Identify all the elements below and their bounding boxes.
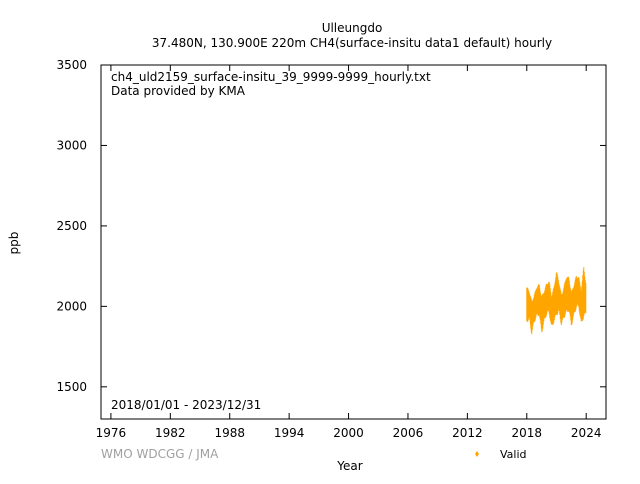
y-tick-label: 1500 — [56, 380, 87, 394]
y-axis-label: ppb — [7, 232, 21, 255]
x-tick-label: 2012 — [452, 426, 483, 440]
legend-label-valid: Valid — [500, 448, 527, 461]
annotation-provider: Data provided by KMA — [111, 84, 246, 98]
x-tick-label: 2018 — [512, 426, 543, 440]
data-points — [526, 267, 587, 335]
x-tick-label: 2000 — [333, 426, 364, 440]
plot-frame — [100, 64, 607, 420]
y-tick-label: 2500 — [56, 219, 87, 233]
x-tick-label: 1976 — [96, 426, 127, 440]
x-tick-label: 1982 — [155, 426, 186, 440]
y-tick-label: 3500 — [56, 58, 87, 72]
x-tick-label: 2024 — [571, 426, 602, 440]
x-axis-label: Year — [336, 459, 362, 473]
x-tick-label: 1994 — [274, 426, 305, 440]
x-tick-label: 1988 — [214, 426, 245, 440]
chart-subtitle: 37.480N, 130.900E 220m CH4(surface-insit… — [152, 36, 552, 50]
legend-marker-valid — [475, 451, 479, 457]
tick-labels: 1976 1982 1988 1994 2000 2006 2012 2018 2024 1500… — [56, 58, 601, 440]
annotation-filename: ch4_uld2159_surface-insitu_39_9999-9999_… — [111, 70, 431, 84]
chart-title: Ulleungdo — [322, 21, 383, 35]
legend: Valid — [475, 448, 527, 461]
y-tick-label: 2000 — [56, 299, 87, 313]
y-tick-label: 3000 — [56, 138, 87, 152]
credit-text: WMO WDCGG / JMA — [101, 447, 219, 461]
x-tick-label: 2006 — [393, 426, 424, 440]
tick-marks — [101, 64, 606, 419]
annotation-period: 2018/01/01 - 2023/12/31 — [111, 398, 261, 412]
